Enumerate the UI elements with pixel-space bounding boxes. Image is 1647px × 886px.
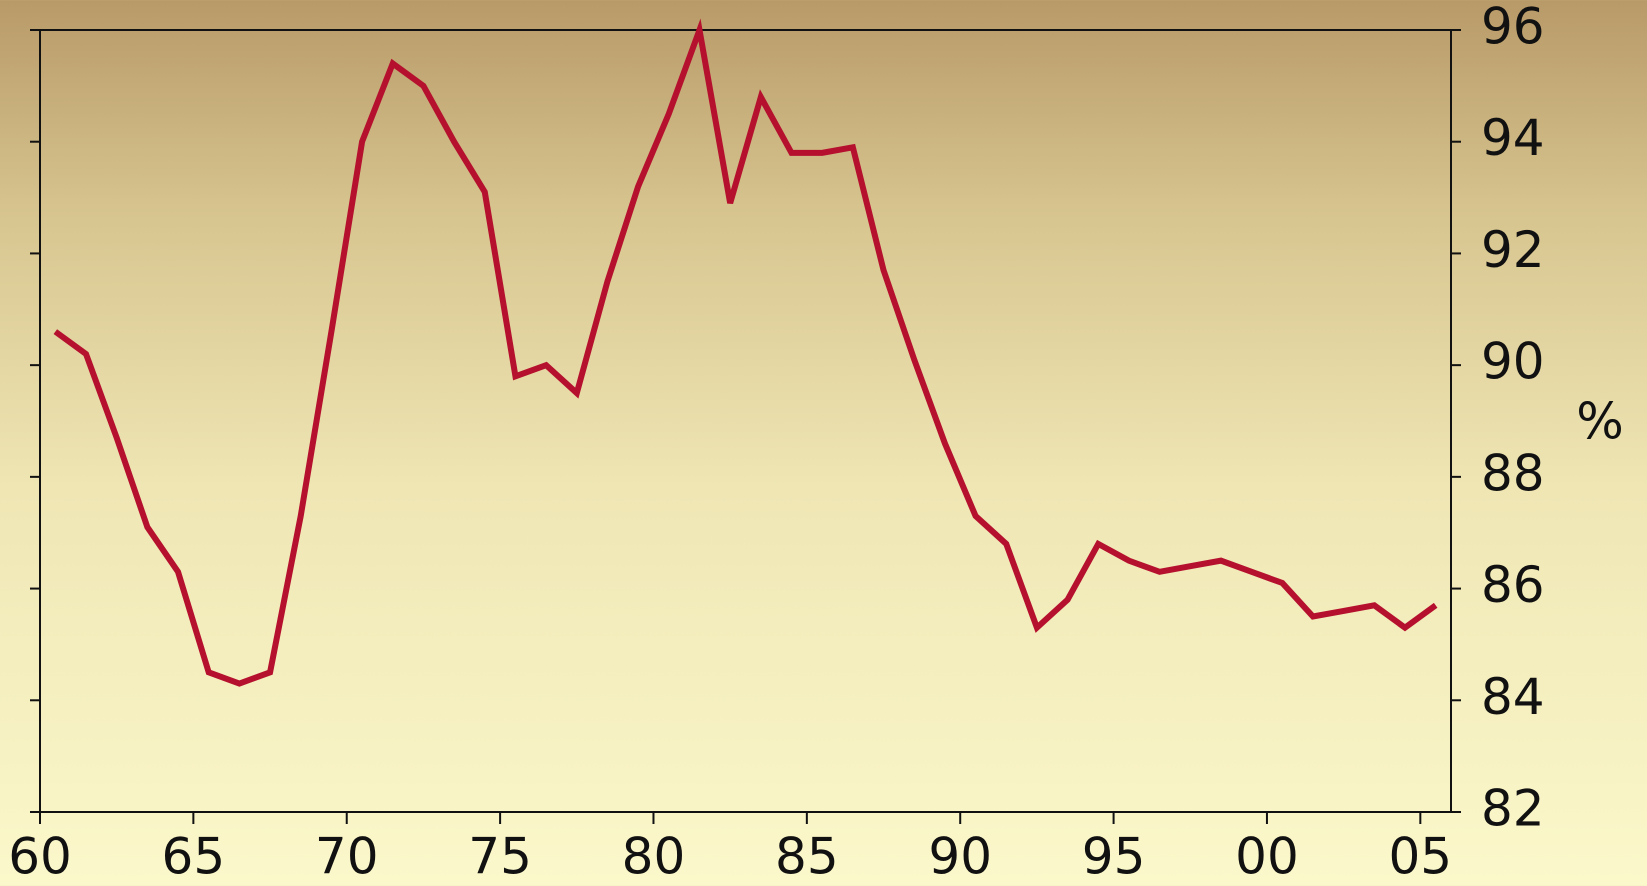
x-tick-label: 05: [1389, 828, 1453, 886]
y-tick-label: 84: [1481, 668, 1545, 726]
y-tick-label: 90: [1481, 333, 1545, 391]
x-tick-label: 80: [622, 828, 686, 886]
y-tick-label: 82: [1481, 780, 1545, 838]
y-tick-label: 94: [1481, 109, 1545, 167]
x-tick-label: 75: [468, 828, 532, 886]
x-tick-label: 90: [928, 828, 992, 886]
y-tick-label: 86: [1481, 556, 1545, 614]
x-tick-label: 65: [162, 828, 226, 886]
x-tick-label: 00: [1235, 828, 1299, 886]
y-tick-label: 92: [1481, 221, 1545, 279]
x-tick-label: 70: [315, 828, 379, 886]
x-tick-label: 60: [8, 828, 72, 886]
data-line: [53, 18, 1438, 687]
y-tick-label: 88: [1481, 444, 1545, 502]
x-tick-label: 95: [1082, 828, 1146, 886]
x-tick-label: 85: [775, 828, 839, 886]
y-tick-label: 96: [1481, 0, 1545, 56]
y-axis-label: %: [1576, 393, 1624, 451]
